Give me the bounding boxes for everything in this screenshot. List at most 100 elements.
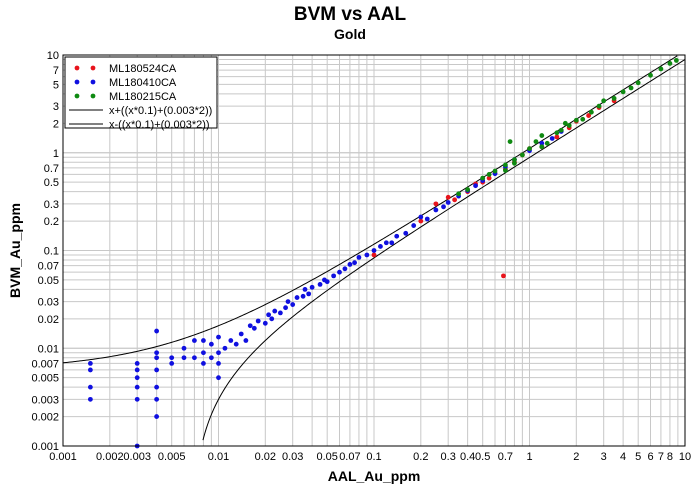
data-point-series-2 <box>445 200 451 205</box>
data-point-series-2 <box>228 338 234 343</box>
data-point-series-2 <box>154 384 160 390</box>
data-point-series-2 <box>243 338 249 343</box>
data-point-series-2 <box>181 345 187 351</box>
x-tick-label: 0.2 <box>413 451 428 463</box>
data-point-series-2 <box>154 328 160 334</box>
data-point-series-3 <box>503 162 508 168</box>
x-tick-label: 8 <box>667 451 673 463</box>
data-point-series-3 <box>573 117 579 123</box>
data-point-series-2 <box>181 355 187 361</box>
data-point-series-2 <box>549 136 555 141</box>
data-point-series-2 <box>154 355 160 361</box>
y-tick-label: 0.001 <box>31 441 59 453</box>
data-point-series-3 <box>673 58 679 63</box>
chart-subtitle: Gold <box>334 26 366 42</box>
data-point-series-2 <box>233 341 239 347</box>
data-point-series-2 <box>134 396 140 402</box>
data-point-series-3 <box>456 191 461 197</box>
data-point-series-1 <box>586 113 592 118</box>
data-point-series-2 <box>306 291 312 297</box>
data-point-series-3 <box>465 187 471 192</box>
data-point-series-2 <box>87 384 93 390</box>
data-point-series-2 <box>216 334 221 340</box>
data-point-series-2 <box>208 341 214 347</box>
legend-marker <box>90 79 96 85</box>
data-point-series-1 <box>371 252 377 258</box>
data-point-series-2 <box>356 255 362 260</box>
data-point-series-3 <box>620 89 626 95</box>
data-point-series-3 <box>635 80 641 86</box>
data-point-series-2 <box>238 331 244 337</box>
data-point-series-2 <box>269 316 275 322</box>
data-point-series-3 <box>554 130 560 136</box>
y-tick-label: 0.1 <box>44 246 59 258</box>
y-tick-labels: 0.001 0.002 0.003 0.005 0.007 0.01 0.02 0.03 0.0… <box>31 50 59 453</box>
plot-frame <box>62 54 686 447</box>
data-point-series-2 <box>272 308 278 314</box>
x-tick-label: 2 <box>573 451 579 463</box>
data-point-series-2 <box>302 287 308 292</box>
x-tick-label: 5 <box>635 451 641 463</box>
legend-label: ML180524CA <box>109 63 177 75</box>
data-point-series-2 <box>277 310 283 316</box>
legend-marker <box>74 93 80 99</box>
data-point-series-3 <box>628 85 634 91</box>
data-point-series-2 <box>247 323 253 329</box>
y-tick-label: 3 <box>53 101 59 113</box>
data-point-series-3 <box>566 123 572 128</box>
data-point-series-3 <box>601 98 607 104</box>
reference-line-2 <box>202 59 686 441</box>
data-point-series-2 <box>201 338 206 343</box>
data-point-series-3 <box>512 157 517 163</box>
data-point-series-2 <box>201 350 206 356</box>
data-point-series-2 <box>216 350 221 356</box>
data-point-series-3 <box>596 103 602 109</box>
data-point-series-2 <box>352 260 357 266</box>
data-point-series-2 <box>134 375 140 381</box>
data-point-series-2 <box>371 248 377 253</box>
data-point-series-2 <box>342 266 348 272</box>
data-point-series-3 <box>503 167 508 173</box>
data-point-series-2 <box>317 282 323 287</box>
data-point-series-3 <box>648 72 653 78</box>
y-tick-label: 0.05 <box>38 275 59 287</box>
data-point-series-2 <box>216 360 221 366</box>
data-point-series-2 <box>300 293 306 299</box>
data-point-series-1 <box>418 218 424 224</box>
data-point-series-3 <box>507 139 513 145</box>
data-point-series-2 <box>192 355 197 361</box>
x-tick-label: 7 <box>658 451 664 463</box>
legend-box <box>64 56 218 129</box>
legend-label: ML180410CA <box>109 77 177 89</box>
x-tick-label: 0.003 <box>123 451 151 463</box>
data-point-series-2 <box>364 252 370 258</box>
data-point-series-3 <box>667 61 673 66</box>
y-tick-label: 0.3 <box>44 199 59 211</box>
data-point-series-2 <box>347 262 353 267</box>
x-tick-label: 0.01 <box>208 451 229 463</box>
x-tick-label: 0.5 <box>475 451 490 463</box>
data-point-series-2 <box>87 396 93 402</box>
data-point-series-2 <box>262 320 268 326</box>
x-tick-label: 3 <box>601 451 607 463</box>
data-point-series-2 <box>378 244 383 249</box>
data-point-series-2 <box>331 273 337 279</box>
data-point-series-3 <box>519 152 525 158</box>
x-tick-label: 0.002 <box>96 451 124 463</box>
x-tick-label: 0.03 <box>282 451 303 463</box>
data-point-series-2 <box>222 345 228 351</box>
data-point-series-1 <box>501 273 506 279</box>
x-tick-label: 10 <box>679 451 691 463</box>
data-point-series-2 <box>290 302 296 307</box>
data-point-series-2 <box>87 360 93 366</box>
legend-label: ML180215CA <box>109 91 177 103</box>
y-tick-label: 10 <box>47 50 59 62</box>
data-point-series-3 <box>580 116 586 122</box>
data-point-series-3 <box>527 146 532 152</box>
x-tick-labels: 0.001 0.002 0.003 0.005 0.01 0.02 0.03 0.05 0.07… <box>49 451 691 463</box>
data-point-series-3 <box>539 144 545 150</box>
data-point-series-1 <box>452 197 458 203</box>
y-tick-label: 0.03 <box>38 297 59 309</box>
data-point-series-3 <box>486 172 492 177</box>
x-tick-label: 0.02 <box>255 451 276 463</box>
